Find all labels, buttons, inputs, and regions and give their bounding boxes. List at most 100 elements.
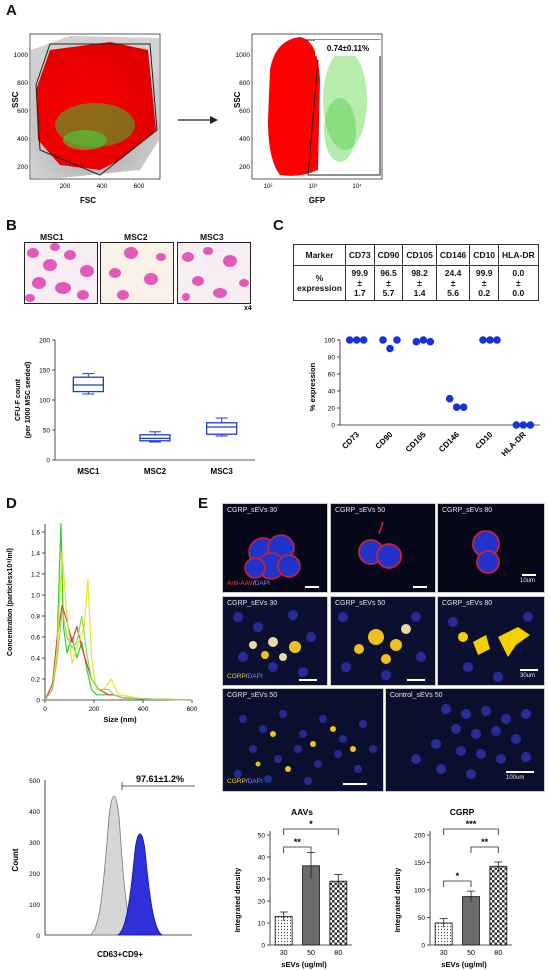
dotplot-point [526, 421, 535, 429]
nta-ylabel: Concentration (particlesx10⁹/ml) [7, 548, 14, 656]
dotplot-point [419, 336, 428, 344]
right-ytick: 800 [239, 80, 250, 87]
scale-bar [343, 783, 367, 785]
stain-image-msc1 [24, 242, 98, 304]
table-header-row: Marker CD73 CD90 CD105 CD146 CD10 HLA-DR [293, 244, 539, 266]
right-xtick: 10⁴ [352, 183, 362, 190]
table-header-cell: CD105 [402, 244, 437, 266]
cgrp-dapi-legend: CGRP/DAPI [227, 778, 263, 785]
aav-xlabel: sEVs (ug/ml) [281, 960, 327, 969]
table-header-cell: HLA-DR [498, 244, 539, 266]
sig-bracket [443, 880, 472, 887]
flow-cytometry-panel: SSC FSC 200 400 600 200 400 600 800 1000… [11, 33, 383, 205]
boxplot-ytick-label: 150 [39, 368, 50, 375]
cgrp-ylabel: Integrated density [393, 867, 402, 932]
sig-label: ** [294, 837, 302, 847]
nta-ytick-label: 0.6 [31, 635, 40, 642]
left-xlabel: FSC [80, 196, 96, 205]
gfp-gate-value: 0.74±0.11% [327, 44, 369, 53]
dotplot-ytick-label: 20 [328, 406, 336, 413]
bar-ytick-label: 10 [258, 921, 266, 928]
nta-ytick-label: 1.4 [31, 551, 40, 558]
nta-xtick-label: 200 [89, 706, 100, 713]
dotplot-point [486, 336, 494, 344]
left-xtick: 200 [60, 183, 71, 190]
scale-bar [413, 586, 427, 588]
micrograph-caption: CGRP_sEVs 30 [227, 600, 278, 607]
right-xtick: 10³ [309, 184, 318, 190]
bar-ytick-label: 30 [258, 877, 266, 884]
dotplot-point [359, 336, 368, 344]
dotplot-point [345, 336, 354, 344]
dotplot-point [445, 394, 454, 403]
bar-category-label: 80 [494, 950, 502, 957]
marker-table: Marker CD73 CD90 CD105 CD146 CD10 HLA-DR… [293, 244, 539, 301]
aav-chart-title: AAVs [291, 807, 313, 817]
micrograph-caption: CGRP_sEVs 80 [442, 600, 493, 607]
nta-ytick-label: 0.8 [31, 614, 40, 621]
micrograph-caption: CGRP_sEVs 30 [227, 507, 278, 514]
left-ytick: 600 [17, 108, 28, 115]
fsc-ssc-plot [29, 33, 161, 180]
scale-bar [506, 771, 534, 773]
bar-ytick-label: 150 [414, 860, 425, 867]
scale-bar [299, 679, 317, 681]
bar-ytick-label: 50 [258, 833, 266, 840]
right-xlabel: GFP [309, 196, 326, 205]
sig-bracket [283, 828, 339, 835]
histogram-ytick: 300 [29, 840, 40, 847]
gfp-ssc-plot [251, 33, 383, 180]
dotplot-category-label: CD73 [340, 430, 361, 451]
sig-bracket [283, 846, 312, 853]
left-ylabel: SSC [11, 91, 20, 108]
histogram-ylabel: Count [11, 848, 20, 871]
sig-bracket [443, 828, 499, 835]
bar-ytick-label: 20 [258, 899, 266, 906]
micrograph-caption: CGRP_sEVs 50 [335, 507, 386, 514]
micrograph-caption: CGRP_sEVs 50 [227, 692, 278, 699]
dotplot-category-label: CD105 [404, 430, 428, 454]
boxplot-ytick-label: 0 [46, 458, 50, 465]
nta-xtick-label: 0 [43, 706, 47, 713]
sig-label: *** [466, 819, 477, 829]
right-ylabel: SSC [233, 91, 242, 108]
table-cell: 99.9 ±0.2 [469, 265, 500, 301]
panel-label-c: C [273, 217, 284, 234]
scale-bar [305, 586, 319, 588]
histogram-gate-value: 97.61±1.2% [136, 774, 184, 784]
micrograph-caption: CGRP_sEVs 50 [335, 600, 386, 607]
table-header-cell: CD73 [344, 244, 375, 266]
left-ytick: 1000 [14, 52, 29, 59]
nta-xtick-label: 400 [138, 706, 149, 713]
stain-image-msc3 [177, 242, 251, 304]
aav-dapi-legend: Anti-AAV/DAPI [227, 580, 270, 587]
scale-bar-label: 100um [506, 775, 525, 781]
dotplot-point [412, 337, 421, 346]
table-header-cell: CD10 [469, 244, 500, 266]
scale-bar [522, 574, 536, 576]
box-body [206, 422, 238, 435]
left-ytick: 400 [17, 136, 28, 143]
table-row-label: % expression [293, 265, 346, 301]
bar [462, 896, 480, 946]
histogram-xlabel: CD63+CD9+ [97, 950, 143, 959]
table-cell: 99.9 ±1.7 [344, 265, 375, 301]
sig-bracket [470, 846, 499, 853]
bar-category-label: 50 [307, 950, 315, 957]
micrograph-cgrp-30: CGRP_sEVs 30 CGRP/DAPI [222, 596, 328, 686]
stain-label-msc1: MSC1 [40, 232, 64, 242]
boxplot-category-label: MSC3 [211, 467, 234, 476]
table-header-cell: CD146 [435, 244, 471, 266]
row-label-line: expression [297, 283, 342, 293]
table-header-cell: Marker [293, 244, 346, 266]
cgrp-xlabel: sEVs (ug/ml) [441, 960, 487, 969]
micrograph-cgrp-80: CGRP_sEVs 80 30um [437, 596, 545, 686]
boxplot-ylabel-2: (per 1000 MSC seeded) [25, 362, 32, 439]
micrograph-aav-30: CGRP_sEVs 30 Anti-AAV/DAPI [222, 503, 328, 593]
right-ytick: 1000 [236, 52, 251, 59]
histogram-blue-peak [116, 833, 164, 936]
micrograph-caption: CGRP_sEVs 80 [442, 507, 493, 514]
sig-label: ** [481, 837, 489, 847]
scale-bar [520, 669, 538, 671]
